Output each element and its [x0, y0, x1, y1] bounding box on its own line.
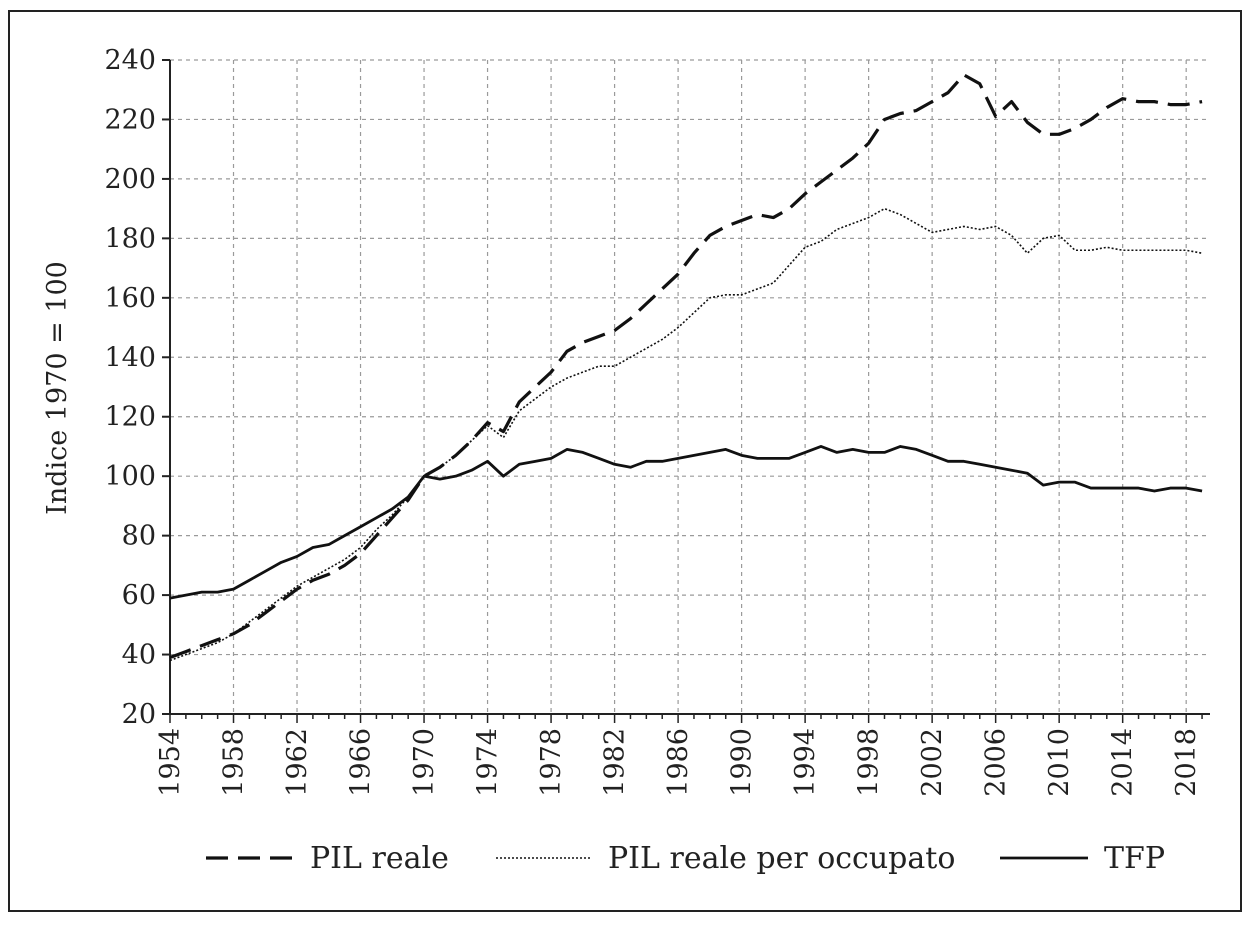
y-tick-label: 240	[104, 45, 156, 76]
x-tick-label: 2002	[917, 728, 948, 797]
x-tick-labels: 1954 1958 1962 1966 1970 1974 1978 1982 1986 1990…	[155, 728, 1202, 797]
x-tick-label: 1986	[663, 728, 694, 797]
y-tick-label: 40	[122, 640, 156, 671]
legend-label-tfp: TFP	[1104, 841, 1165, 876]
x-tick-label: 1974	[473, 728, 504, 797]
legend: PIL reale PIL reale per occupato TFP	[206, 841, 1165, 876]
y-tick-label: 180	[104, 223, 156, 254]
y-tick-label: 160	[104, 283, 156, 314]
x-tick-label: 1978	[536, 728, 567, 797]
x-tick-label: 1990	[727, 728, 758, 797]
x-tick-label: 1998	[854, 728, 885, 797]
x-tick-label: 2006	[981, 728, 1012, 797]
grid	[169, 59, 1210, 715]
y-tick-label: 100	[104, 461, 156, 492]
y-tick-label: 140	[104, 342, 156, 373]
y-tick-label: 200	[104, 164, 156, 195]
x-tick-label: 1958	[219, 728, 250, 797]
legend-label-pil-reale-per-occupato: PIL reale per occupato	[608, 841, 955, 876]
x-tick-label: 1994	[790, 728, 821, 797]
series-layer	[169, 73, 1203, 662]
x-tick-label: 2014	[1108, 728, 1139, 797]
x-tick-label: 1966	[346, 728, 377, 797]
y-tick-label: 20	[122, 699, 156, 730]
y-axis-title: Indice 1970 = 100	[42, 261, 73, 515]
y-tick-label: 60	[122, 580, 156, 611]
x-tick-label: 1962	[282, 728, 313, 797]
series-line-tfp	[169, 445, 1203, 600]
x-tick-label: 2010	[1044, 728, 1075, 797]
y-tick-labels: 20 40 60 80 100 120 140 160 180 200 220 240	[104, 45, 156, 730]
legend-label-pil-reale: PIL reale	[310, 841, 449, 876]
x-tick-label: 1982	[600, 728, 631, 797]
chart-frame	[8, 10, 1242, 912]
series-line-pil-reale	[169, 73, 1203, 660]
x-tick-label: 2018	[1171, 728, 1202, 797]
axes	[162, 59, 1210, 723]
y-tick-label: 220	[104, 104, 156, 135]
x-tick-label: 1954	[155, 728, 186, 797]
series-line-pil-reale-per-occupato	[169, 207, 1203, 662]
y-tick-label: 80	[122, 521, 156, 552]
y-tick-label: 120	[104, 402, 156, 433]
x-tick-label: 1970	[409, 728, 440, 797]
